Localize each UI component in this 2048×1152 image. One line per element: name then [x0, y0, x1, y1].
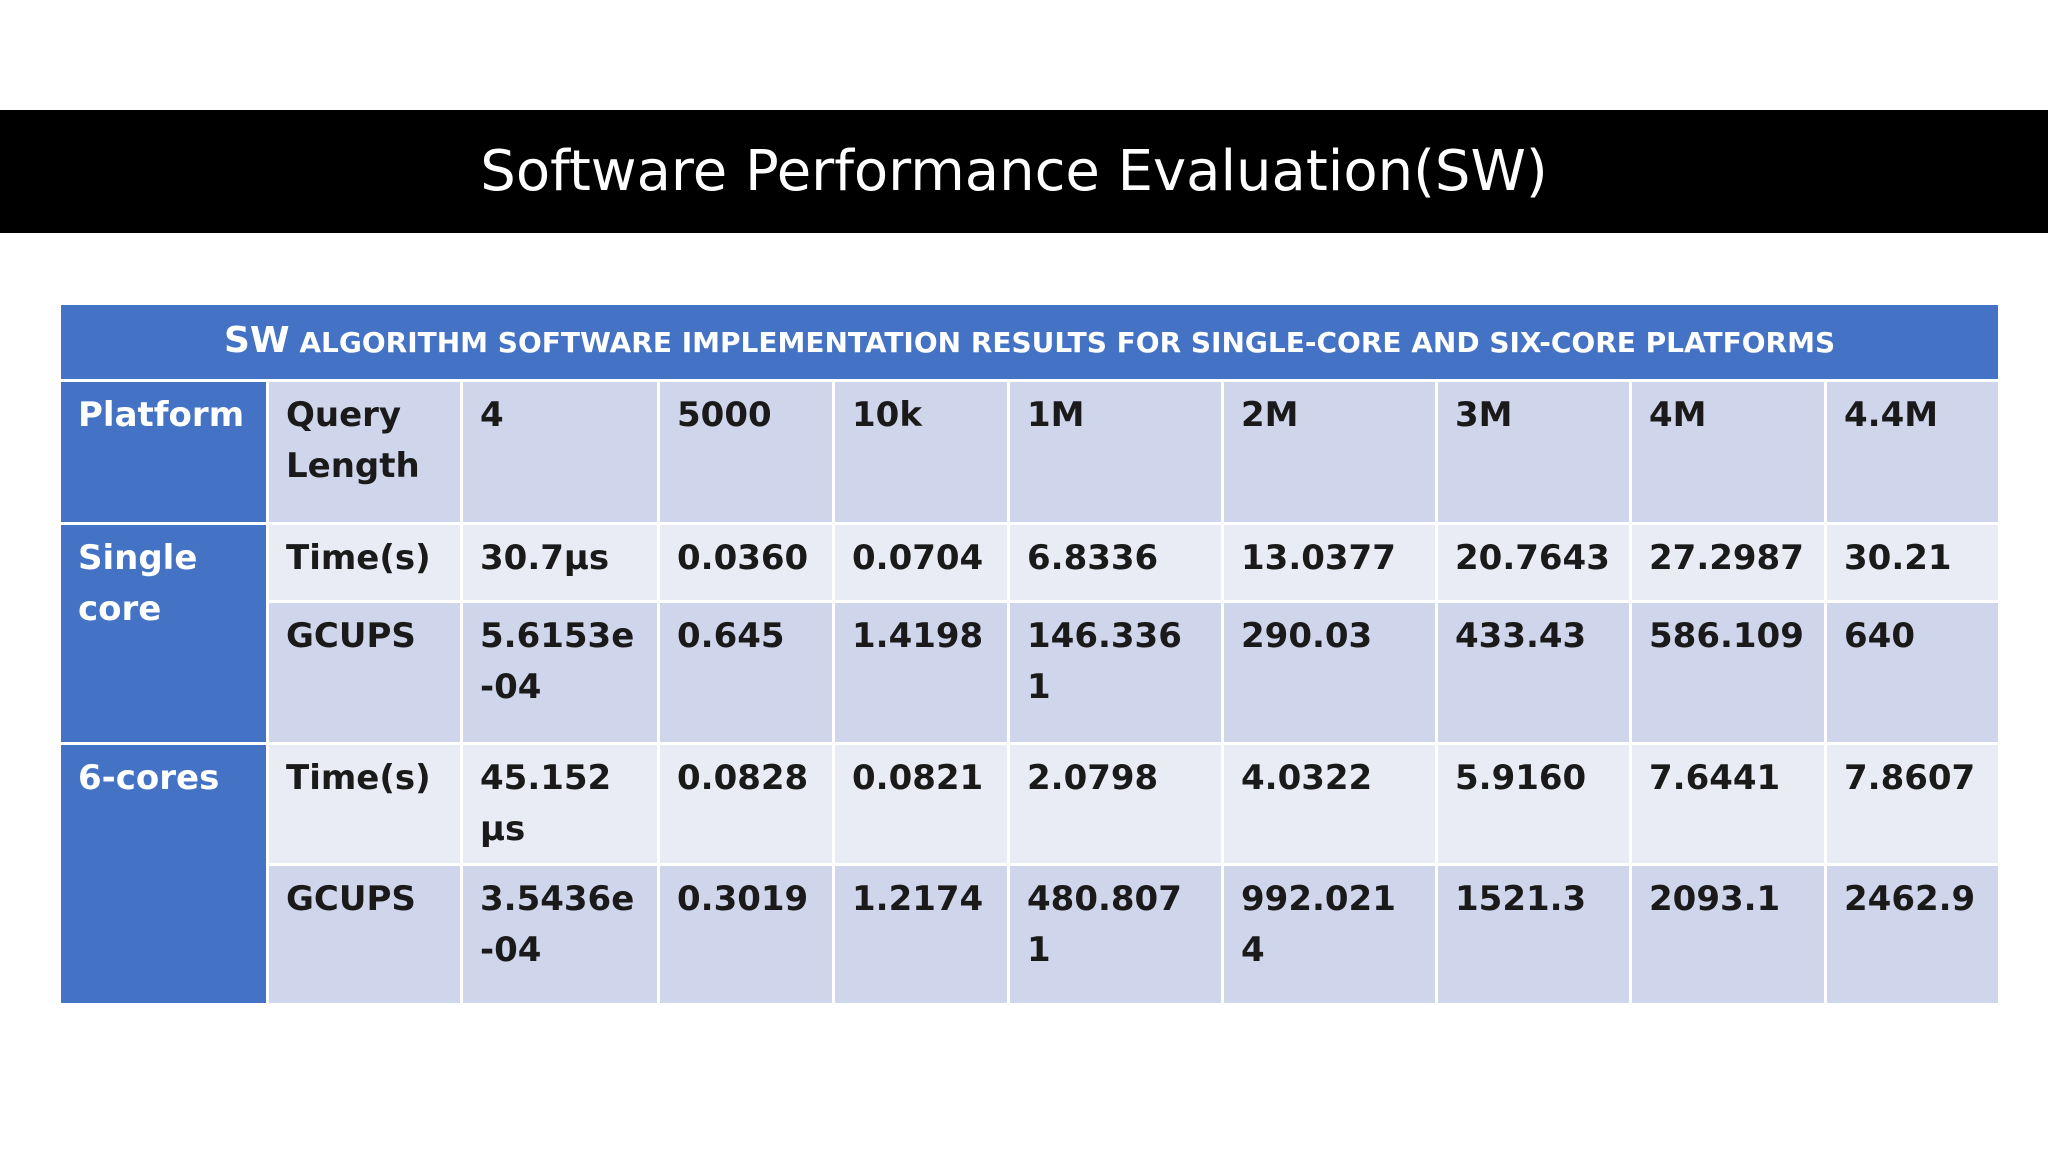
header-length: 10k	[832, 379, 1010, 525]
table-row: GCUPS 5.6153e-04 0.645 1.4198 146.3361 2…	[60, 600, 2002, 745]
table-cell: 1.4198	[832, 600, 1010, 745]
table-cell: 1521.3	[1435, 863, 1632, 1006]
table-cell: 4.0322	[1221, 742, 1438, 866]
table-cell: 7.6441	[1629, 742, 1827, 866]
platform-label-single-core: Single core	[58, 522, 269, 745]
table-cell: 0.0821	[832, 742, 1010, 866]
table-row: 6-cores Time(s) 45.152 µs 0.0828 0.0821 …	[58, 742, 2002, 1006]
title-bar: Software Performance Evaluation(SW)	[0, 110, 2048, 233]
table-cell: 433.43	[1435, 600, 1632, 745]
header-query-length: Query Length	[266, 379, 463, 525]
table-cell: 3.5436e-04	[460, 863, 660, 1006]
table-cell: 992.0214	[1221, 863, 1438, 1006]
table-cell: 5.9160	[1435, 742, 1632, 866]
table-caption-row: SW ALGORITHM SOFTWARE IMPLEMENTATION RES…	[57, 302, 2002, 382]
table-cell: 27.2987	[1629, 522, 1827, 603]
table-cell: 45.152 µs	[460, 742, 660, 866]
header-length: 4	[460, 379, 660, 525]
table-cell: 2093.1	[1629, 863, 1827, 1006]
table-cell: 2.0798	[1007, 742, 1224, 866]
header-length: 3M	[1435, 379, 1632, 525]
table-cell: 290.03	[1221, 600, 1438, 745]
table-cell: 640	[1823, 600, 2002, 745]
table-cell: 5.6153e-04	[460, 600, 660, 745]
table-cell: 6.8336	[1007, 522, 1224, 603]
table-caption: SW ALGORITHM SOFTWARE IMPLEMENTATION RES…	[57, 302, 2002, 382]
metric-label: GCUPS	[266, 863, 463, 1006]
metric-label: Time(s)	[266, 522, 463, 603]
slide-title: Software Performance Evaluation(SW)	[480, 139, 1548, 204]
table-cell: 13.0377	[1221, 522, 1438, 603]
table-cell: 30.21	[1823, 522, 2002, 603]
table-cell: 30.7µs	[460, 522, 660, 603]
table-cell: 480.8071	[1007, 863, 1224, 1006]
header-length: 1M	[1007, 379, 1224, 525]
header-length: 5000	[657, 379, 835, 525]
caption-lead: SW	[223, 320, 290, 361]
table-cell: 0.3019	[657, 863, 835, 1006]
table-cell: 1.2174	[832, 863, 1010, 1006]
table-cell: 0.645	[657, 600, 835, 745]
results-table: SW ALGORITHM SOFTWARE IMPLEMENTATION RES…	[57, 302, 2002, 1006]
metric-label: GCUPS	[266, 600, 463, 745]
table-row: GCUPS 3.5436e-04 0.3019 1.2174 480.8071 …	[60, 863, 2002, 1006]
table-header-row: Platform Query Length 4 5000 10k 1M 2M 3…	[58, 379, 2002, 525]
table-row: Single core Time(s) 30.7µs 0.0360 0.0704…	[58, 522, 2002, 745]
table-cell: 7.8607	[1823, 742, 2002, 866]
table-cell: 0.0828	[657, 742, 835, 866]
header-length: 2M	[1221, 379, 1438, 525]
metric-label: Time(s)	[266, 742, 463, 866]
table-cell: 0.0704	[832, 522, 1010, 603]
platform-label-6-cores: 6-cores	[58, 742, 269, 1006]
caption-rest: ALGORITHM SOFTWARE IMPLEMENTATION RESULT…	[289, 326, 1836, 359]
table-cell: 146.3361	[1007, 600, 1224, 745]
header-length: 4.4M	[1823, 379, 2002, 525]
table-cell: 20.7643	[1435, 522, 1632, 603]
table-cell: 0.0360	[657, 522, 835, 603]
header-length: 4M	[1629, 379, 1827, 525]
results-table-container: SW ALGORITHM SOFTWARE IMPLEMENTATION RES…	[57, 302, 2002, 1006]
table-cell: 2462.9	[1823, 863, 2002, 1006]
header-platform: Platform	[58, 379, 269, 525]
table-cell: 586.109	[1629, 600, 1827, 745]
